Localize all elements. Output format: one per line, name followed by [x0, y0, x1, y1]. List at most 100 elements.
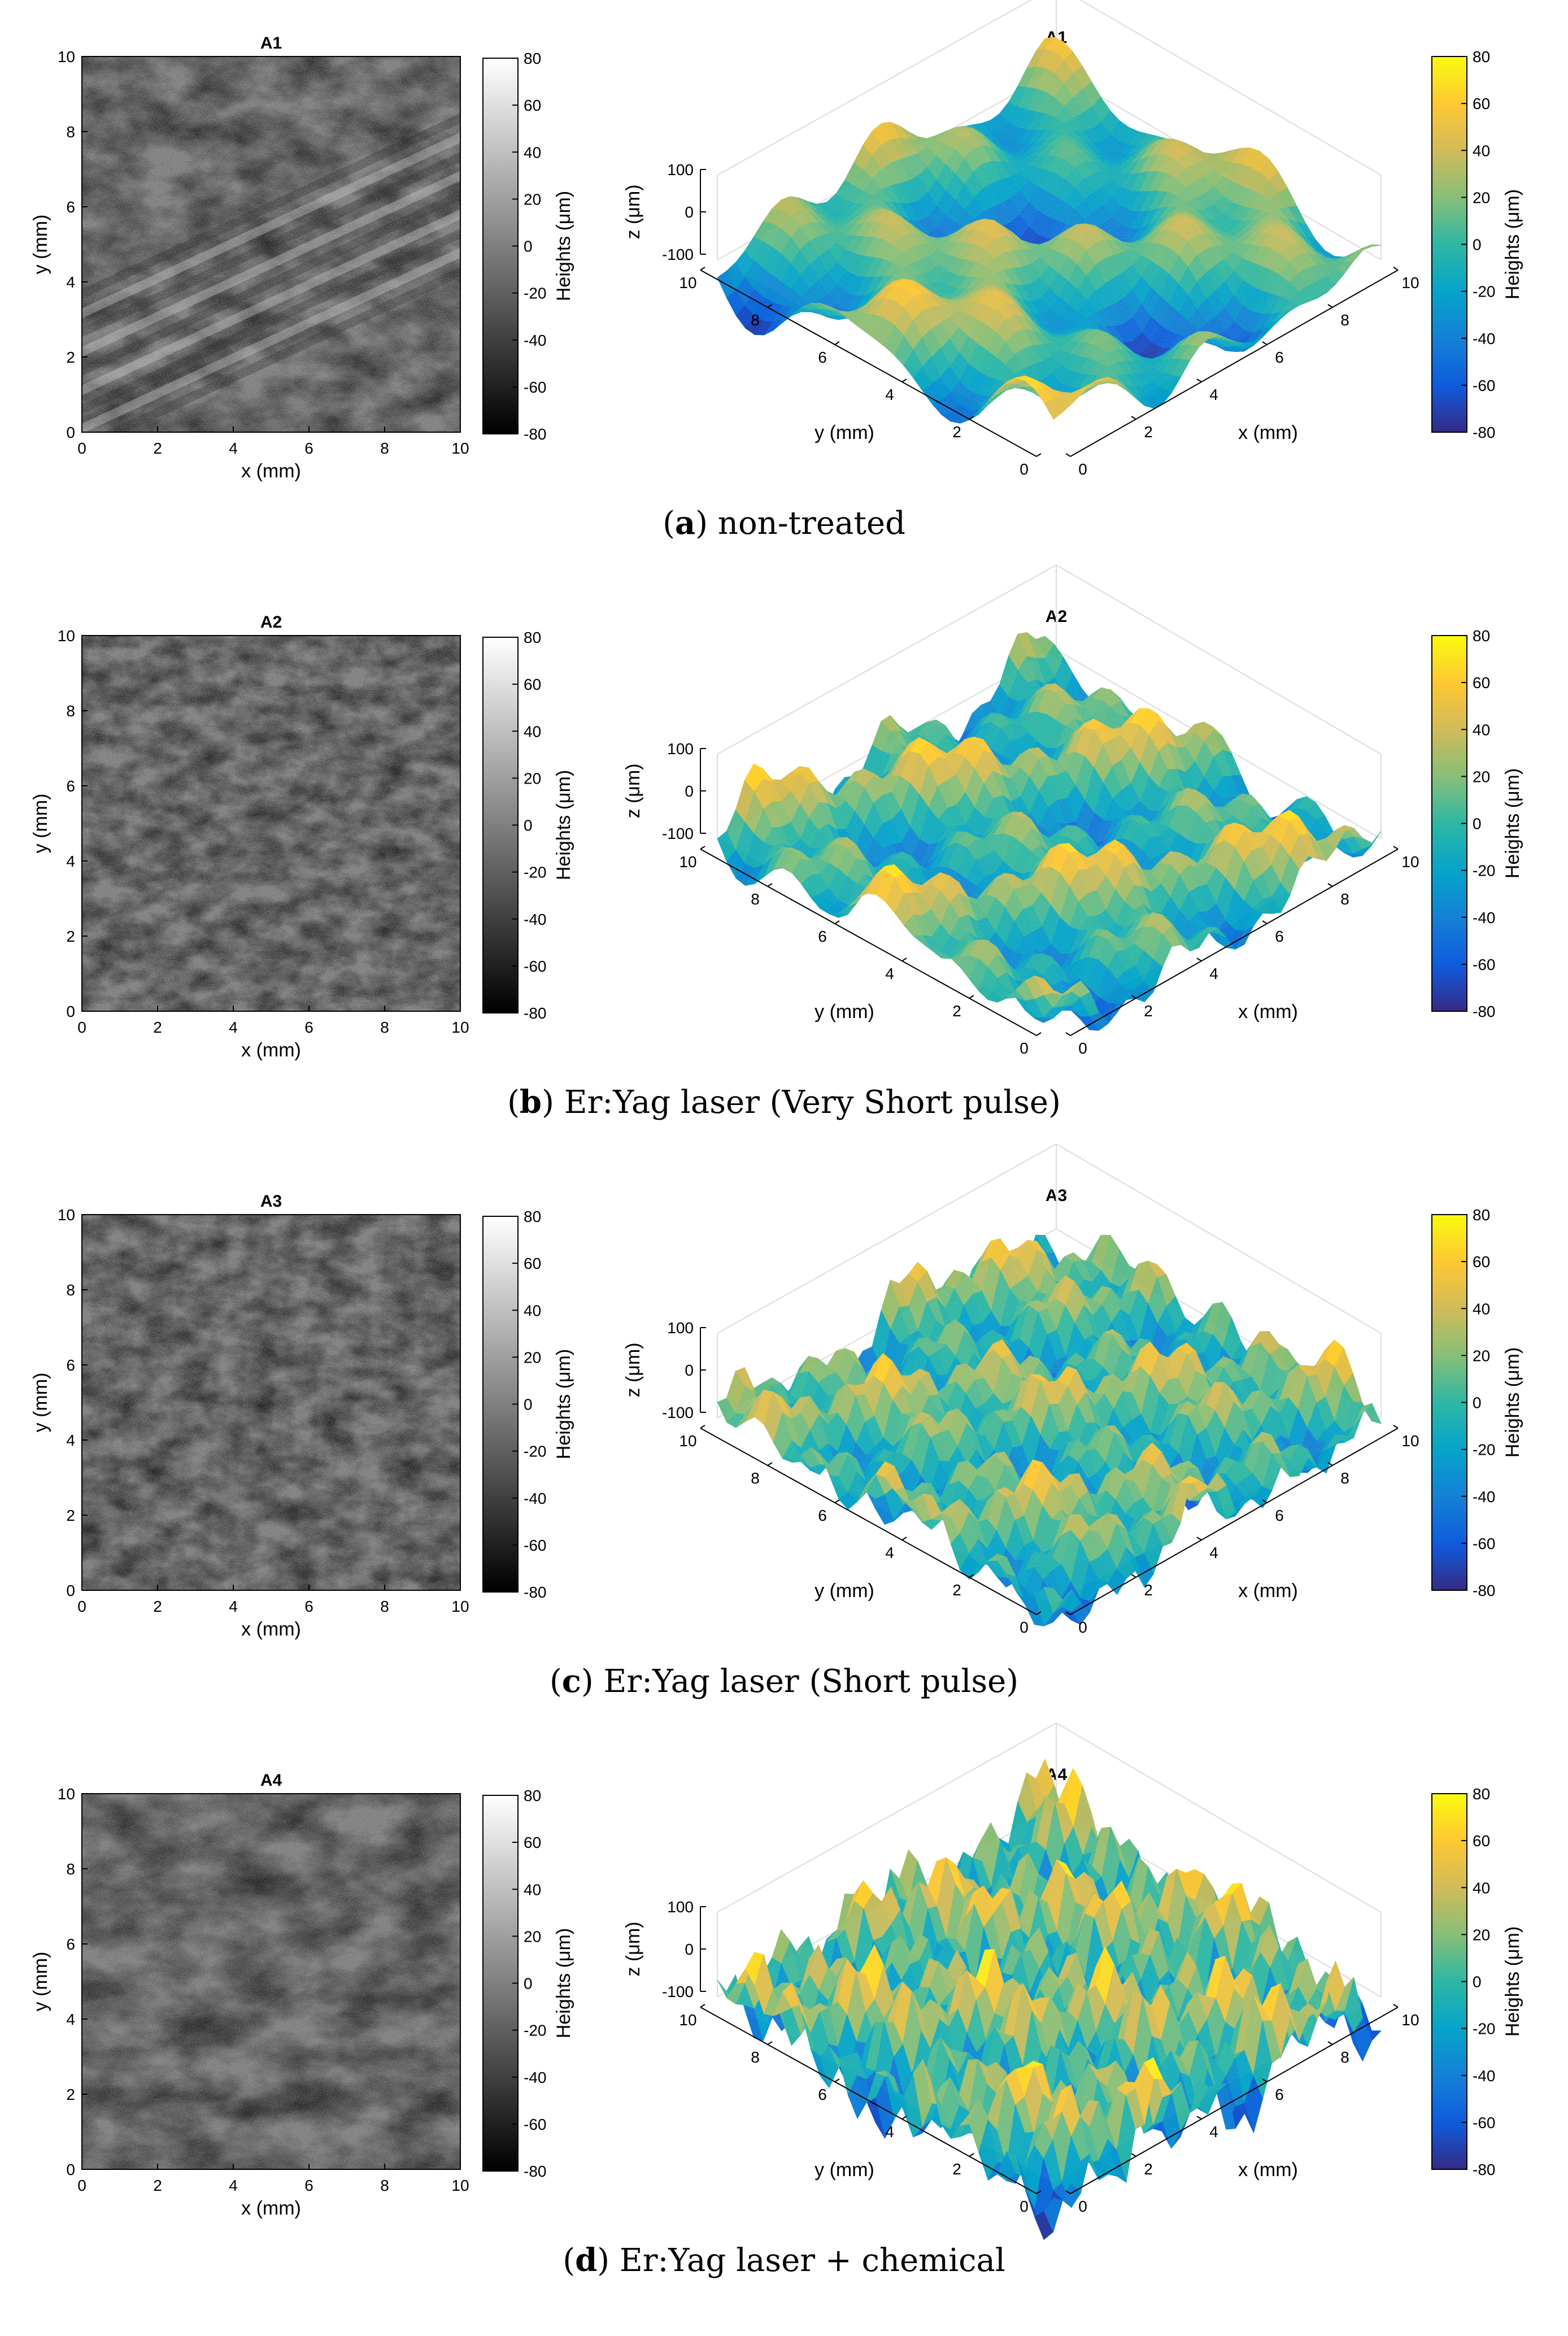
surface-x-tick-label: 8: [1340, 1469, 1349, 1487]
surface-axes: [700, 1327, 1399, 1615]
map-x-tick-label: 2: [153, 440, 162, 457]
surface-x-tick-label: 0: [1078, 1619, 1087, 1636]
map-x-tick-label: 0: [77, 1019, 86, 1036]
colorbar-tick-label: 0: [1473, 236, 1482, 254]
map-y-tick-label: 8: [66, 1281, 75, 1299]
colorbar-tick-label: 60: [1473, 674, 1490, 691]
surface-x-tick-label: 2: [1144, 2160, 1153, 2178]
map-y-tick-label: 8: [66, 123, 75, 141]
caption-text: Er:Yag laser (Very Short pulse): [564, 1084, 1061, 1121]
map-x-tick-label: 6: [304, 2177, 313, 2194]
colorbar-tick-label: -60: [1473, 956, 1495, 973]
surface-y-tick-label: 0: [1020, 2198, 1029, 2215]
map-y-tick-label: 10: [58, 627, 75, 645]
surface-y-tick-label: 0: [1020, 460, 1029, 478]
map-y-tick-label: 2: [66, 349, 75, 366]
surface-x-tick-label: 4: [1209, 965, 1218, 982]
colorbar-tick-label: -80: [524, 1004, 546, 1022]
map-x-tick-label: 10: [451, 1019, 469, 1036]
map-x-tick-label: 2: [153, 1598, 162, 1615]
surface-z-tick-label: 100: [667, 1898, 694, 1916]
caption-letter: c: [562, 1663, 581, 1700]
map-y-tick-label: 0: [66, 1582, 75, 1599]
map-x-axis-label: x (mm): [241, 1039, 301, 1061]
surface-z-tick-label: -100: [662, 1404, 694, 1421]
map-y-tick-label: 4: [66, 1432, 75, 1449]
surface-z-tick-label: 100: [667, 1319, 694, 1337]
colorbar-tick-label: -40: [524, 911, 546, 928]
map-y-tick-label: 2: [66, 1507, 75, 1524]
map-x-axis-label: x (mm): [241, 2198, 301, 2219]
colorbar-tick-label: 60: [1473, 1832, 1490, 1850]
surface-y-tick-label: 4: [885, 2123, 894, 2141]
surface-colorbar: 80 60 40 20 0 -20 -40 -60 -80 Heights (μm): [1431, 1785, 1523, 2178]
surface-axes: [700, 1906, 1399, 2194]
colorbar-tick-label: -80: [524, 1584, 546, 1601]
colorbar-label: Heights (μm): [553, 770, 574, 880]
colorbar-tick-label: 40: [524, 723, 541, 740]
colorbar-tick-label: 80: [1473, 1785, 1490, 1803]
surface-y-tick-label: 10: [679, 1432, 696, 1450]
colorbar-label: Heights (μm): [553, 1928, 574, 2038]
surface-y-tick-label: 0: [1020, 1619, 1029, 1636]
colorbar-tick-label: -80: [1473, 424, 1495, 441]
surface-z-axis-label: z (μm): [622, 1342, 644, 1397]
colorbar-tick-label: 20: [1473, 1347, 1490, 1364]
surface-x-axis-label: x (mm): [1238, 422, 1298, 443]
colorbar-tick-label: 40: [1473, 1300, 1490, 1317]
surface-x-tick-label: 2: [1144, 1581, 1153, 1599]
colorbar-tick-label: -60: [1473, 2114, 1495, 2131]
surface-y-tick-label: 8: [751, 2048, 760, 2066]
surface-x-axis-label: x (mm): [1238, 1001, 1298, 1023]
map-x-tick-label: 2: [153, 2177, 162, 2194]
surface-z-axis-label: z (μm): [622, 1921, 644, 1976]
colorbar-tick-label: 40: [1473, 1879, 1490, 1896]
map-y-tick-label: 2: [66, 2086, 75, 2103]
colorbar-tick-label: 20: [524, 190, 541, 208]
map-y-tick-label: 0: [66, 2161, 75, 2178]
colorbar-tick-label: 80: [524, 50, 541, 67]
colorbar-tick-label: -80: [1473, 1003, 1495, 1020]
surface-y-tick-label: 6: [818, 2086, 827, 2103]
surface-x-tick-label: 8: [1340, 311, 1349, 329]
colorbar-tick-label: 40: [524, 1881, 541, 1898]
colorbar-tick-label: -40: [524, 1490, 546, 1507]
colorbar-tick-label: 80: [524, 1787, 541, 1804]
height-map: A2 00 2 2 4 4 6 6 8 8 10 10 x (mm) y (mm): [30, 613, 469, 1061]
colorbar-tick-label: 0: [524, 238, 533, 255]
surface-y-tick-label: 4: [885, 1544, 894, 1561]
surface-axes: [700, 748, 1399, 1036]
colorbar-tick-label: 20: [1473, 768, 1490, 785]
surface-z-tick-label: 0: [685, 203, 694, 221]
map-x-tick-label: 6: [304, 1598, 313, 1615]
colorbar-tick-label: -80: [524, 425, 546, 443]
surface-y-axis-label: y (mm): [815, 1580, 874, 1602]
colorbar-tick-label: 80: [1473, 1206, 1490, 1224]
colorbar-tick-label: 80: [524, 1208, 541, 1225]
map-y-tick-label: 10: [58, 1206, 75, 1224]
map-y-tick-label: 10: [58, 48, 75, 66]
map-title: A3: [260, 1192, 282, 1211]
surface-y-tick-label: 6: [818, 1507, 827, 1524]
surface-x-tick-label: 2: [1144, 423, 1153, 441]
colorbar-label: Heights (μm): [553, 1349, 574, 1459]
colorbar-tick-label: 40: [1473, 721, 1490, 738]
colorbar-gradient: [482, 1795, 519, 2172]
colorbar-tick-label: 80: [1473, 627, 1490, 645]
map-title: A2: [260, 613, 282, 632]
map-x-axis-label: x (mm): [241, 460, 301, 482]
map-y-axis-label: y (mm): [30, 215, 51, 275]
colorbar-tick-label: 20: [1473, 1926, 1490, 1943]
map-x-tick-label: 8: [380, 2177, 389, 2194]
surface-y-tick-label: 0: [1020, 1039, 1029, 1057]
map-x-axis-label: x (mm): [241, 1619, 301, 1640]
map-x-tick-label: 0: [77, 1598, 86, 1615]
map-y-tick-label: 4: [66, 852, 75, 870]
surface-y-tick-label: 8: [751, 890, 760, 908]
colorbar-tick-label: -80: [1473, 2161, 1495, 2178]
caption-text: Er:Yag laser + chemical: [620, 2242, 1005, 2279]
map-y-axis-label: y (mm): [30, 794, 51, 854]
